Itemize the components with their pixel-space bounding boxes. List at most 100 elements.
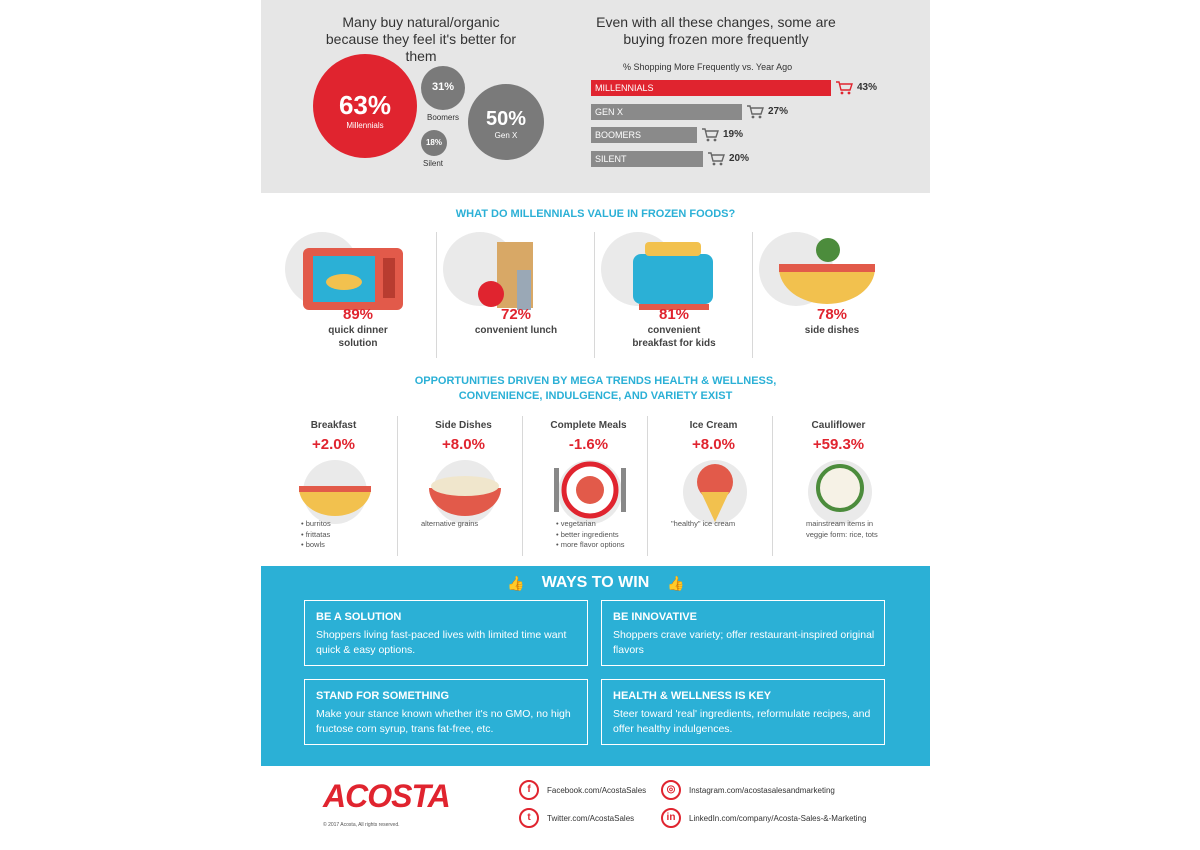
cart-icon <box>835 80 853 96</box>
ice-cream-icon <box>675 460 755 529</box>
opportunities-title-line1: OPPORTUNITIES DRIVEN BY MEGA TRENDS HEAL… <box>414 375 777 387</box>
opportunity-note: • more flavor options <box>556 540 625 549</box>
column-divider <box>772 416 773 556</box>
lunch-bag-icon <box>457 234 565 319</box>
opportunity-name: Breakfast <box>310 420 357 431</box>
copyright: © 2017 Acosta, All rights reserved. <box>323 822 400 828</box>
ways-to-win-panel: 👍 WAYS TO WIN 👍 BE A SOLUTION Shoppers li… <box>261 566 930 766</box>
opportunity-notes: alternative grains <box>421 519 478 530</box>
instagram-icon: ◎ <box>661 780 681 800</box>
opportunity-value: +2.0% <box>312 436 355 453</box>
genx-label: Gen X <box>494 131 518 140</box>
opportunity-note: • frittatas <box>301 529 331 539</box>
salad-bowl-icon <box>773 234 881 319</box>
microwave-icon <box>299 234 407 319</box>
ways-box-text: Shoppers crave variety; offer restaurant… <box>613 629 875 656</box>
ways-title: WAYS TO WIN <box>541 574 650 591</box>
toaster-icon <box>615 234 723 319</box>
ways-box-text: Shoppers living fast-paced lives with li… <box>316 629 567 656</box>
grain-bowl-icon <box>425 460 505 529</box>
thumbs-up-icon: 👍 <box>507 575 525 591</box>
column-divider <box>647 416 648 556</box>
breakfast-bowl-icon <box>295 460 375 529</box>
value-item: 78% side dishes <box>753 232 911 358</box>
value-pct: 89% <box>342 306 374 323</box>
value-label: quick dinner solution <box>328 325 388 349</box>
bar-value: 20% <box>729 153 750 164</box>
top-panel: Many buy natural/organic because they fe… <box>261 0 930 193</box>
opportunity-value: +59.3% <box>812 436 865 453</box>
twitter-link[interactable]: Twitter.com/AcostaSales <box>547 814 635 823</box>
linkedin-link[interactable]: LinkedIn.com/company/Acosta-Sales-&-Mark… <box>689 814 867 823</box>
opportunity-notes: mainstream items in veggie form: rice, to… <box>806 519 878 540</box>
value-item: 81% convenient breakfast for kids <box>595 232 753 358</box>
opportunity-notes: • burritos • frittatas • bowls <box>301 519 331 551</box>
boomers-caption: Boomers <box>427 113 460 122</box>
bar-value: 19% <box>723 129 744 140</box>
ways-box-title: BE A SOLUTION <box>316 611 402 623</box>
millennials-label: Millennials <box>346 121 384 130</box>
instagram-link[interactable]: Instagram.com/acostasalesandmarketing <box>689 786 835 795</box>
silent-circle: 18% <box>421 130 447 156</box>
ways-box: STAND FOR SOMETHING Make your stance know… <box>304 679 588 745</box>
millennials-circle: 63% Millennials <box>313 54 417 158</box>
value-item: 72% convenient lunch <box>437 232 595 358</box>
bar: BOOMERS <box>591 127 697 143</box>
thumbs-up-icon: 👍 <box>667 575 685 591</box>
opportunity-note: • bowls <box>301 540 325 549</box>
cart-icon <box>746 104 764 120</box>
bar-value: 27% <box>768 106 789 117</box>
facebook-link[interactable]: Facebook.com/AcostaSales <box>547 786 647 795</box>
cart-icon <box>701 127 719 143</box>
natural-organic-heading: Many buy natural/organic because they fe… <box>325 14 517 64</box>
value-pct: 81% <box>658 306 690 323</box>
opportunity-name: Cauliflower <box>811 420 866 431</box>
opportunity-value: -1.6% <box>568 436 609 453</box>
opportunity-value: +8.0% <box>442 436 485 453</box>
opportunity-item: Breakfast +2.0% • burritos • frittatas • bow… <box>271 416 396 556</box>
opportunity-notes: • vegetarian • better ingredients • more f… <box>556 519 625 551</box>
ways-box-title: HEALTH & WELLNESS IS KEY <box>613 690 772 702</box>
opportunities-title-line2: CONVENIENCE, INDULGENCE, AND VARIETY EXI… <box>458 390 733 402</box>
ways-box-text: Steer toward 'real' ingredients, reformu… <box>613 708 871 735</box>
twitter-icon: t <box>519 808 539 828</box>
value-pct: 78% <box>816 306 848 323</box>
value-item: 89% quick dinner solution <box>279 232 437 358</box>
acosta-logo: ACOSTA <box>323 778 451 814</box>
ways-box: BE A SOLUTION Shoppers living fast-paced … <box>304 600 588 666</box>
bar-value: 43% <box>857 82 878 93</box>
column-divider <box>522 416 523 556</box>
ways-box-text: Make your stance known whether it's no G… <box>316 708 571 735</box>
value-label: convenient breakfast for kids <box>632 325 716 349</box>
genx-circle: 50% Gen X <box>468 84 544 160</box>
opportunity-note: mainstream items in <box>806 519 874 528</box>
cart-icon <box>707 151 725 167</box>
opportunity-notes: "healthy" ice cream <box>671 519 735 530</box>
column-divider <box>436 232 437 358</box>
opportunity-item: Ice Cream +8.0% "healthy" ice cream <box>651 416 776 556</box>
opportunity-note: "healthy" ice cream <box>671 519 736 528</box>
ways-box-title: STAND FOR SOMETHING <box>316 690 450 702</box>
opportunity-name: Complete Meals <box>550 420 627 431</box>
value-pct: 72% <box>500 306 532 323</box>
opportunity-name: Side Dishes <box>435 420 492 431</box>
opportunity-item: Cauliflower +59.3% mainstream items in vegg… <box>776 416 901 556</box>
opportunity-note: veggie form: rice, tots <box>806 529 878 539</box>
column-divider <box>397 416 398 556</box>
cauliflower-icon <box>800 460 880 529</box>
bars-caption: % Shopping More Frequently vs. Year Ago <box>623 62 793 72</box>
opportunity-item: Side Dishes +8.0% alternative grains <box>401 416 526 556</box>
opportunities-title: OPPORTUNITIES DRIVEN BY MEGA TRENDS HEAL… <box>261 374 930 404</box>
bar: GEN X <box>591 104 742 120</box>
genx-pct: 50% <box>485 108 527 130</box>
column-divider <box>752 232 753 358</box>
opportunity-item: Complete Meals -1.6% • vegetarian • better … <box>526 416 651 556</box>
ways-box: BE INNOVATIVE Shoppers crave variety; off… <box>601 600 885 666</box>
boomers-circle: 31% <box>421 66 465 110</box>
silent-pct: 18% <box>425 138 442 147</box>
bar: SILENT <box>591 151 703 167</box>
opportunity-value: +8.0% <box>692 436 735 453</box>
column-divider <box>594 232 595 358</box>
silent-caption: Silent <box>423 159 444 168</box>
infographic: Many buy natural/organic because they fe… <box>261 0 930 850</box>
